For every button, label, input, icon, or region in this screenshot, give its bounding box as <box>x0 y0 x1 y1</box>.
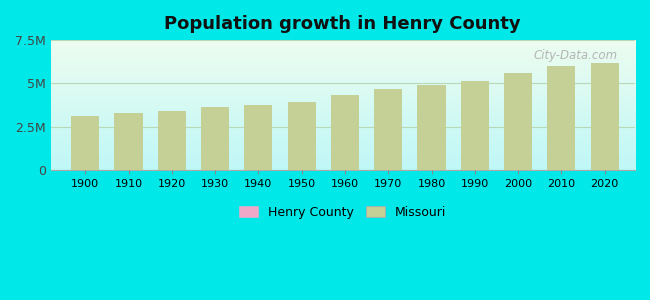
Bar <box>158 111 186 170</box>
Legend: Henry County, Missouri: Henry County, Missouri <box>239 206 447 219</box>
Bar <box>504 73 532 170</box>
Bar <box>547 66 575 170</box>
Bar <box>374 89 402 170</box>
Bar <box>201 107 229 170</box>
Bar <box>331 95 359 170</box>
Text: City-Data.com: City-Data.com <box>534 49 618 62</box>
Bar <box>244 105 272 170</box>
Bar <box>71 116 99 170</box>
Bar <box>114 113 142 170</box>
Bar <box>417 85 446 170</box>
Bar <box>461 81 489 170</box>
Bar <box>591 63 619 170</box>
Title: Population growth in Henry County: Population growth in Henry County <box>164 15 521 33</box>
Bar <box>287 102 316 170</box>
